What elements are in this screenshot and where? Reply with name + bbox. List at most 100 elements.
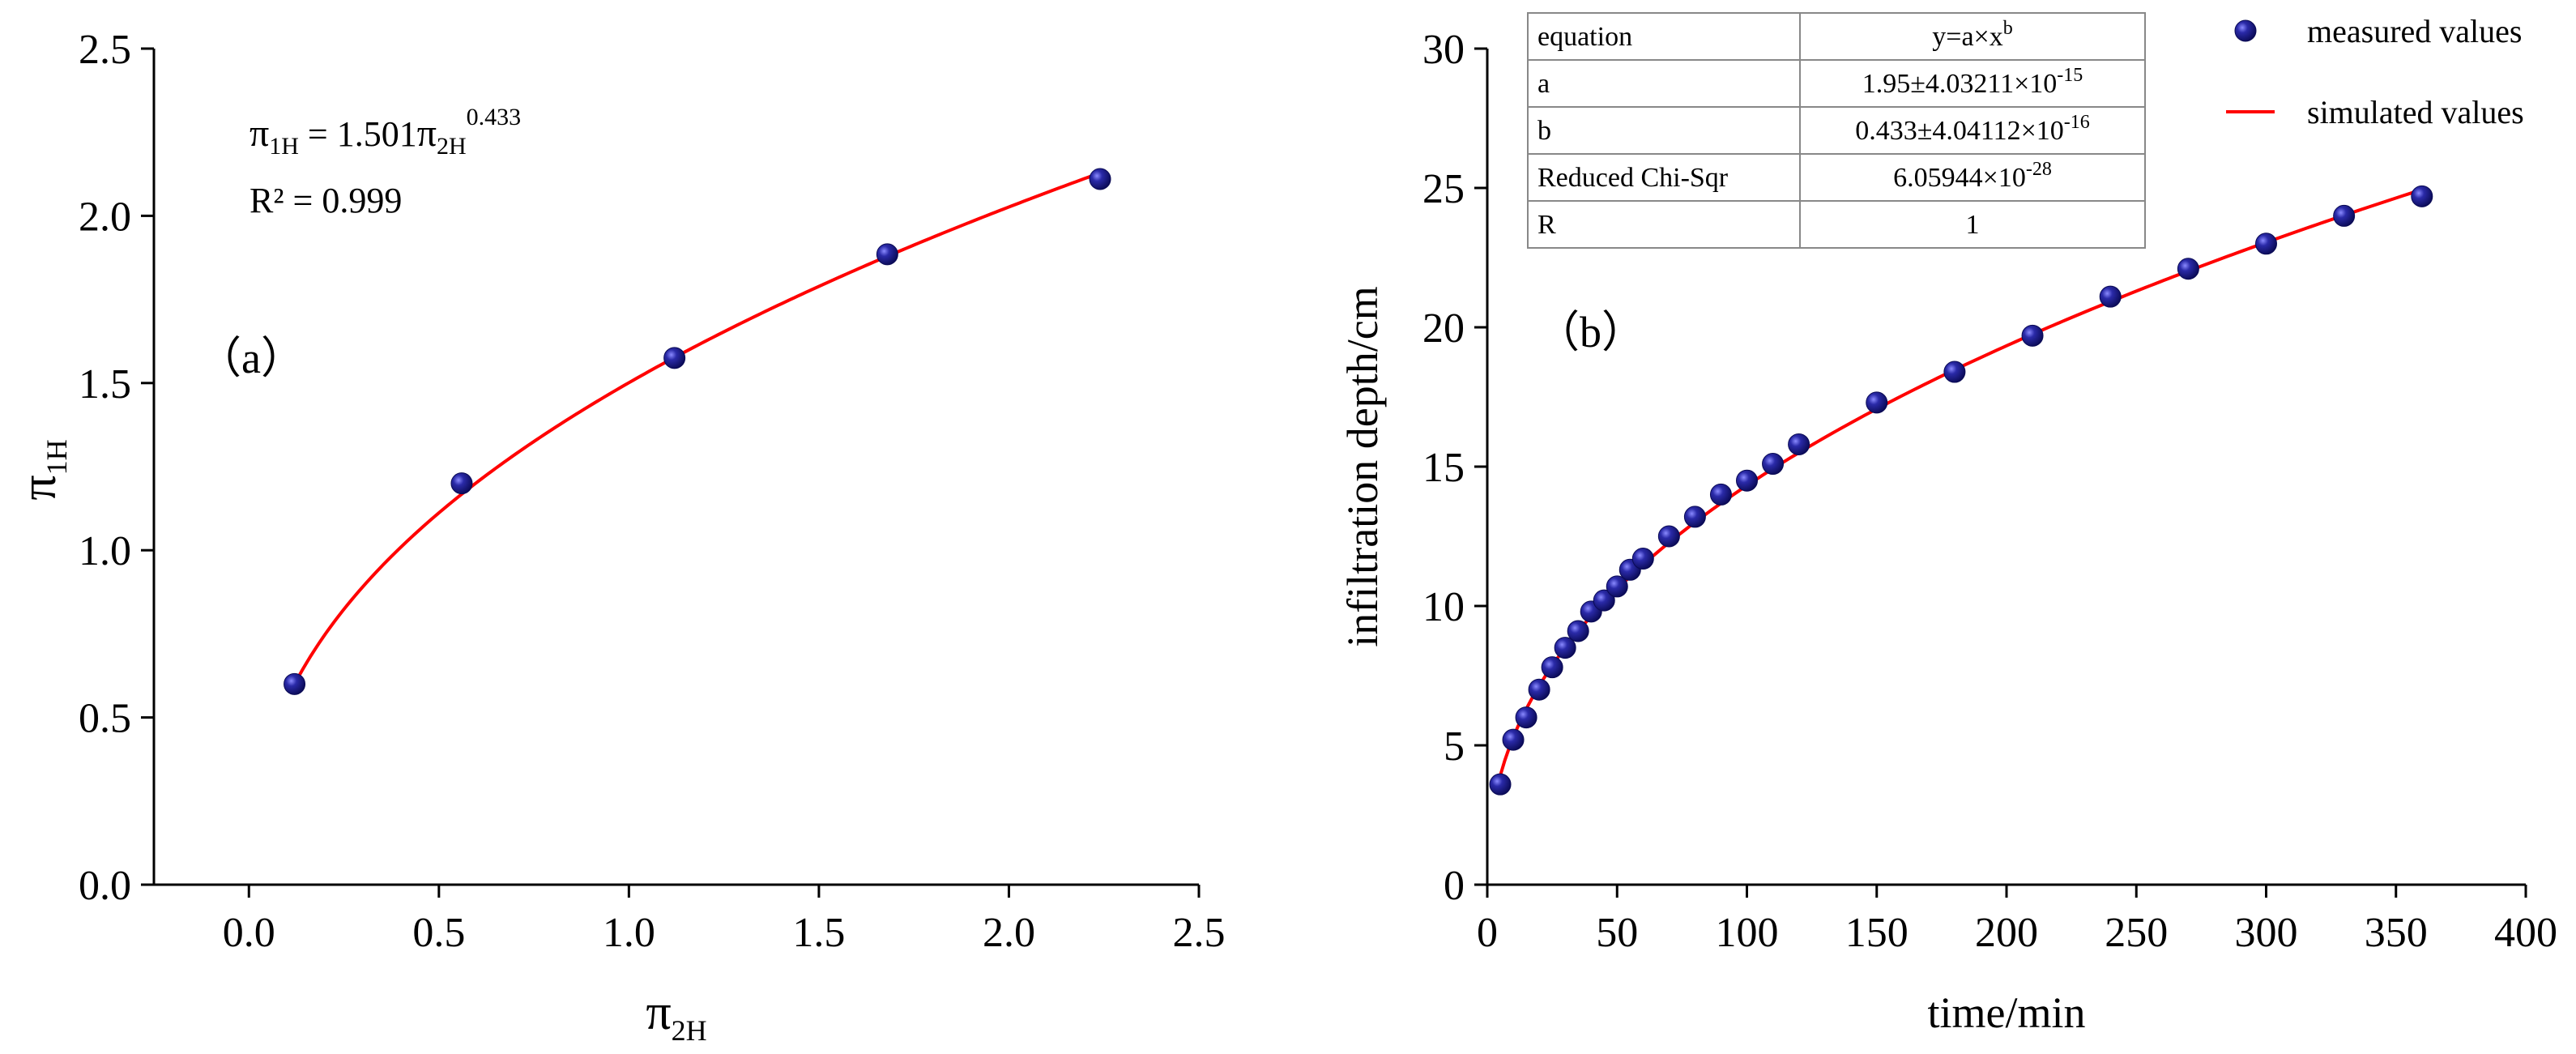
y-tick-label: 20 [1422,305,1465,352]
table-row-label: equation [1537,22,1632,52]
x-tick-label: 2.0 [983,910,1035,956]
data-point [1866,391,1888,414]
data-point [1567,620,1589,642]
data-point [1541,656,1563,679]
y-axis-title: π1H [11,439,73,500]
data-point [2333,204,2356,227]
eq-rhs-sub: 2H [437,133,467,160]
data-point [1554,637,1576,659]
y-tick-label: 5 [1444,723,1465,770]
y-tick-label: 30 [1422,27,1465,73]
x-tick-label: 150 [1845,910,1909,956]
data-point [1606,575,1628,598]
y-axis-title: infiltration depth/cm [1338,286,1387,646]
data-point [1489,773,1512,796]
eq-lhs: π [249,112,269,155]
data-point [1089,168,1111,190]
table-row-label: R [1537,210,1556,240]
table-value-sup: b [2003,18,2013,39]
data-point [1736,469,1758,492]
table-value-main: 6.05944×10 [1893,163,2026,193]
data-point [1657,525,1680,548]
table-row-value: y=a×xb [1932,18,2012,52]
y-axis-title-sub: 1H [41,439,73,475]
data-point [284,672,306,695]
x-tick-label: 400 [2494,910,2557,956]
equation-annotation: π1H = 1.501π2H0.433 [249,104,521,160]
data-point [2255,233,2277,255]
table-value-main: 1.95±4.03211×10 [1862,69,2058,99]
data-point [2411,185,2433,207]
table-value-main: 1 [1966,210,1980,240]
x-tick-label: 100 [1716,910,1779,956]
data-point [1762,453,1785,476]
x-tick-label: 0.0 [223,910,275,956]
table-row-label: a [1537,69,1550,99]
y-tick-label: 10 [1422,584,1465,630]
table-value-sup: -16 [2064,112,2090,133]
y-tick-label: 1.5 [79,361,131,408]
x-axis-title: time/min [1928,988,2086,1037]
x-tick-label: 0 [1477,910,1498,956]
x-axis-title-main: π [646,985,671,1040]
y-tick-label: 1.0 [79,528,131,574]
data-point [1788,433,1810,455]
r-squared: R² = 0.999 [249,181,402,220]
data-point [876,243,898,266]
data-point [1683,506,1706,528]
data-point [1528,678,1550,701]
table-value-main: 0.433±4.04112×10 [1855,116,2064,146]
data-point [1593,589,1615,612]
legend-label-measured: measured values [2307,13,2522,49]
panel-label: （b） [1536,308,1645,356]
x-tick-label: 50 [1596,910,1638,956]
x-tick-label: 200 [1975,910,2038,956]
table-border [1527,12,2146,249]
data-point [1943,361,1966,383]
x-tick-label: 250 [2105,910,2168,956]
x-tick-label: 0.5 [412,910,465,956]
y-axis-title-main: π [11,475,66,500]
fit-table: equation y=a×xba 1.95±4.03211×10-15b 0.433±… [1527,12,2146,249]
panel-a: 0.0 0.5 1.0 1.5 2.0 2.5 0.0 0.5 1.0 1.5 2.0 2.5 （a） π… [11,27,1226,1047]
x-tick-label: 2.5 [1173,910,1226,956]
table-value-main: y=a×x [1932,22,2002,52]
x-axis-title: π2H [646,985,706,1047]
data-point [1515,706,1537,729]
data-point [1502,728,1525,751]
data-point [2099,285,2122,308]
y-tick-label: 2.0 [79,194,131,240]
x-tick-label: 350 [2365,910,2428,956]
y-tick-label: 0.0 [79,863,131,909]
y-tick-label: 15 [1422,445,1465,491]
table-row-value: 1.95±4.03211×10-15 [1862,65,2083,99]
data-point [450,472,473,495]
fit-curve [1499,188,2423,776]
table-row-value: 0.433±4.04112×10-16 [1855,112,2090,146]
x-axis-title-sub: 2H [672,1014,707,1047]
eq-rhs: π [417,112,437,155]
x-tick-label: 300 [2235,910,2298,956]
table-row-label: b [1537,116,1551,146]
data-point [2177,258,2199,280]
panel-b: 0 50 100 150 200 250 300 350 400 0 5 10 15 20 25 30 （b） t… [1338,12,2557,1037]
table-row-value: 6.05944×10-28 [1893,159,2052,193]
eq-lhs-sub: 1H [269,133,299,160]
y-tick-label: 0 [1444,863,1465,909]
y-tick-label: 0.5 [79,696,131,742]
data-point [2021,324,2044,347]
eq-mid: = 1.501 [299,114,417,154]
x-tick-label: 1.0 [603,910,655,956]
data-point [663,347,686,369]
table-value-sup: -28 [2026,159,2052,180]
legend-label-simulated: simulated values [2307,94,2524,130]
panel-label: （a） [198,334,305,382]
y-tick-label: 2.5 [79,27,131,73]
eq-exp: 0.433 [467,104,522,130]
x-tick-label: 1.5 [792,910,845,956]
legend: measured values simulated values [2226,13,2524,130]
data-point [1709,483,1732,506]
table-value-sup: -15 [2057,65,2083,86]
